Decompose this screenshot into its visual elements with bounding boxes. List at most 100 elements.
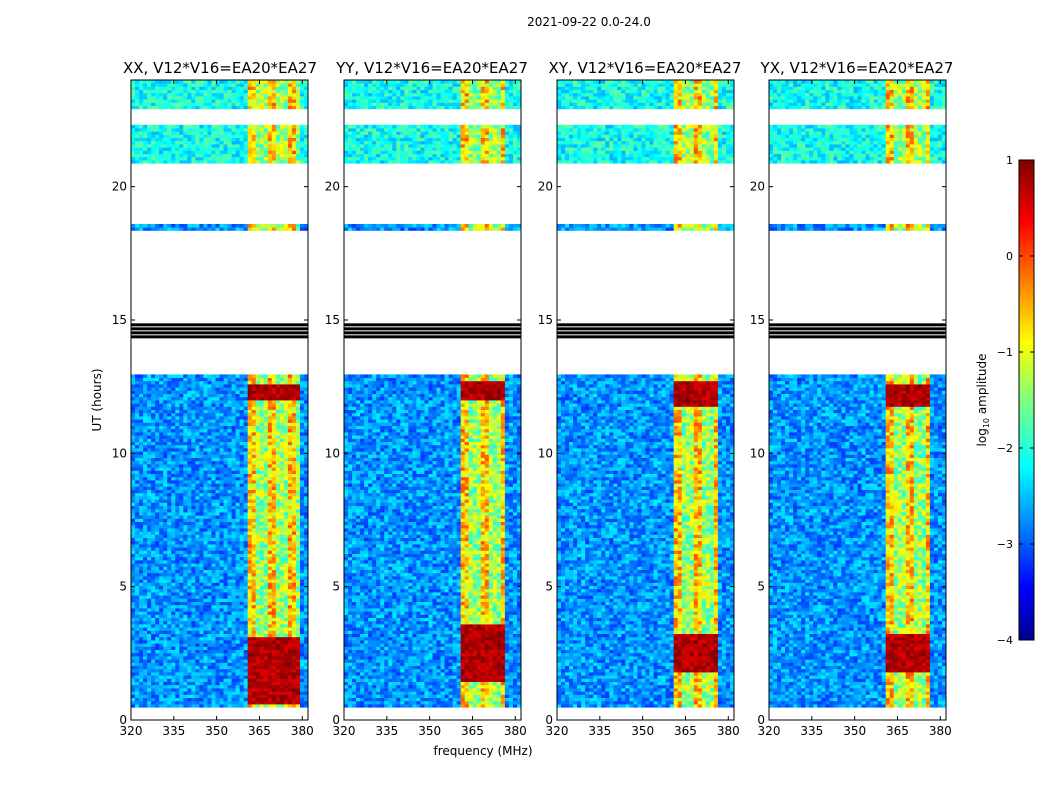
heatmap-cell xyxy=(171,704,175,708)
heatmap-cell xyxy=(292,627,296,631)
heatmap-cell xyxy=(143,611,147,615)
heatmap-cell xyxy=(183,630,187,634)
heatmap-cell xyxy=(143,685,147,689)
heatmap-cell xyxy=(220,570,224,574)
heatmap-cell xyxy=(288,611,292,615)
heatmap-cell xyxy=(268,608,272,612)
heatmap-cell xyxy=(163,586,167,590)
heatmap-cell xyxy=(248,685,252,689)
heatmap-cell xyxy=(179,691,183,695)
heatmap-cell xyxy=(252,595,256,599)
heatmap-cell xyxy=(280,675,284,679)
heatmap-cell xyxy=(232,662,236,666)
heatmap-cell xyxy=(232,704,236,708)
heatmap-cell xyxy=(131,650,135,654)
heatmap-cell xyxy=(296,666,300,670)
heatmap-cell xyxy=(220,621,224,625)
heatmap-cell xyxy=(151,605,155,609)
heatmap-cell xyxy=(135,643,139,647)
heatmap-cell xyxy=(211,650,215,654)
heatmap-cell xyxy=(159,672,163,676)
heatmap-cell xyxy=(167,656,171,660)
heatmap-cell xyxy=(139,662,143,666)
heatmap-cell xyxy=(300,688,304,692)
heatmap-cell xyxy=(256,570,260,574)
heatmap-cell xyxy=(224,675,228,679)
heatmap-cell xyxy=(236,678,240,682)
heatmap-cell xyxy=(240,640,244,644)
heatmap-cell xyxy=(147,579,151,583)
heatmap-cell xyxy=(300,662,304,666)
heatmap-cell xyxy=(187,611,191,615)
heatmap-cell xyxy=(187,579,191,583)
heatmap-cell xyxy=(292,611,296,615)
heatmap-cell xyxy=(228,624,232,628)
heatmap-cell xyxy=(260,592,264,596)
heatmap-cell xyxy=(240,650,244,654)
heatmap-cell xyxy=(292,618,296,622)
heatmap-cell xyxy=(151,618,155,622)
heatmap-cell xyxy=(155,570,159,574)
heatmap-cell xyxy=(256,691,260,695)
heatmap-cell xyxy=(236,592,240,596)
heatmap-cell xyxy=(276,672,280,676)
heatmap-cell xyxy=(179,598,183,602)
heatmap-cell xyxy=(272,656,276,660)
heatmap-cell xyxy=(159,602,163,606)
heatmap-cell xyxy=(211,640,215,644)
heatmap-cell xyxy=(236,698,240,702)
heatmap-cell xyxy=(256,608,260,612)
heatmap-cell xyxy=(296,563,300,567)
heatmap-cell xyxy=(183,589,187,593)
heatmap-cell xyxy=(288,682,292,686)
heatmap-cell xyxy=(147,653,151,657)
heatmap-cell xyxy=(292,586,296,590)
heatmap-cell xyxy=(147,570,151,574)
heatmap-cell xyxy=(228,646,232,650)
heatmap-cell xyxy=(175,682,179,686)
heatmap-cell xyxy=(224,624,228,628)
heatmap-cell xyxy=(143,656,147,660)
heatmap-cell xyxy=(256,595,260,599)
heatmap-cell xyxy=(211,688,215,692)
heatmap-cell xyxy=(179,566,183,570)
heatmap-cell xyxy=(175,691,179,695)
heatmap-cell xyxy=(215,563,219,567)
heatmap-cell xyxy=(175,675,179,679)
heatmap-cell xyxy=(135,672,139,676)
heatmap-cell xyxy=(183,570,187,574)
heatmap-cell xyxy=(280,627,284,631)
heatmap-cell xyxy=(147,595,151,599)
heatmap-cell xyxy=(232,653,236,657)
heatmap-cell xyxy=(228,627,232,631)
heatmap-cell xyxy=(260,662,264,666)
heatmap-cell xyxy=(135,682,139,686)
heatmap-cell xyxy=(256,582,260,586)
heatmap-cell xyxy=(280,611,284,615)
heatmap-cell xyxy=(143,682,147,686)
heatmap-cell xyxy=(159,576,163,580)
heatmap-cell xyxy=(272,624,276,628)
heatmap-cell xyxy=(215,688,219,692)
heatmap-cell xyxy=(236,566,240,570)
heatmap-cell xyxy=(207,634,211,638)
heatmap-cell xyxy=(236,656,240,660)
heatmap-cell xyxy=(171,592,175,596)
heatmap-cell xyxy=(268,694,272,698)
heatmap-cell xyxy=(272,666,276,670)
heatmap-cell xyxy=(252,672,256,676)
heatmap-cell xyxy=(191,666,195,670)
heatmap-cell xyxy=(187,704,191,708)
heatmap-cell xyxy=(236,589,240,593)
heatmap-cell xyxy=(195,614,199,618)
heatmap-cell xyxy=(264,701,268,705)
heatmap-cell xyxy=(175,701,179,705)
heatmap-cell xyxy=(175,614,179,618)
heatmap-cell xyxy=(207,662,211,666)
heatmap-cell xyxy=(268,685,272,689)
heatmap-cell xyxy=(147,560,151,564)
heatmap-cell xyxy=(155,608,159,612)
heatmap-cell xyxy=(183,672,187,676)
heatmap-cell xyxy=(207,646,211,650)
heatmap-cell xyxy=(256,586,260,590)
